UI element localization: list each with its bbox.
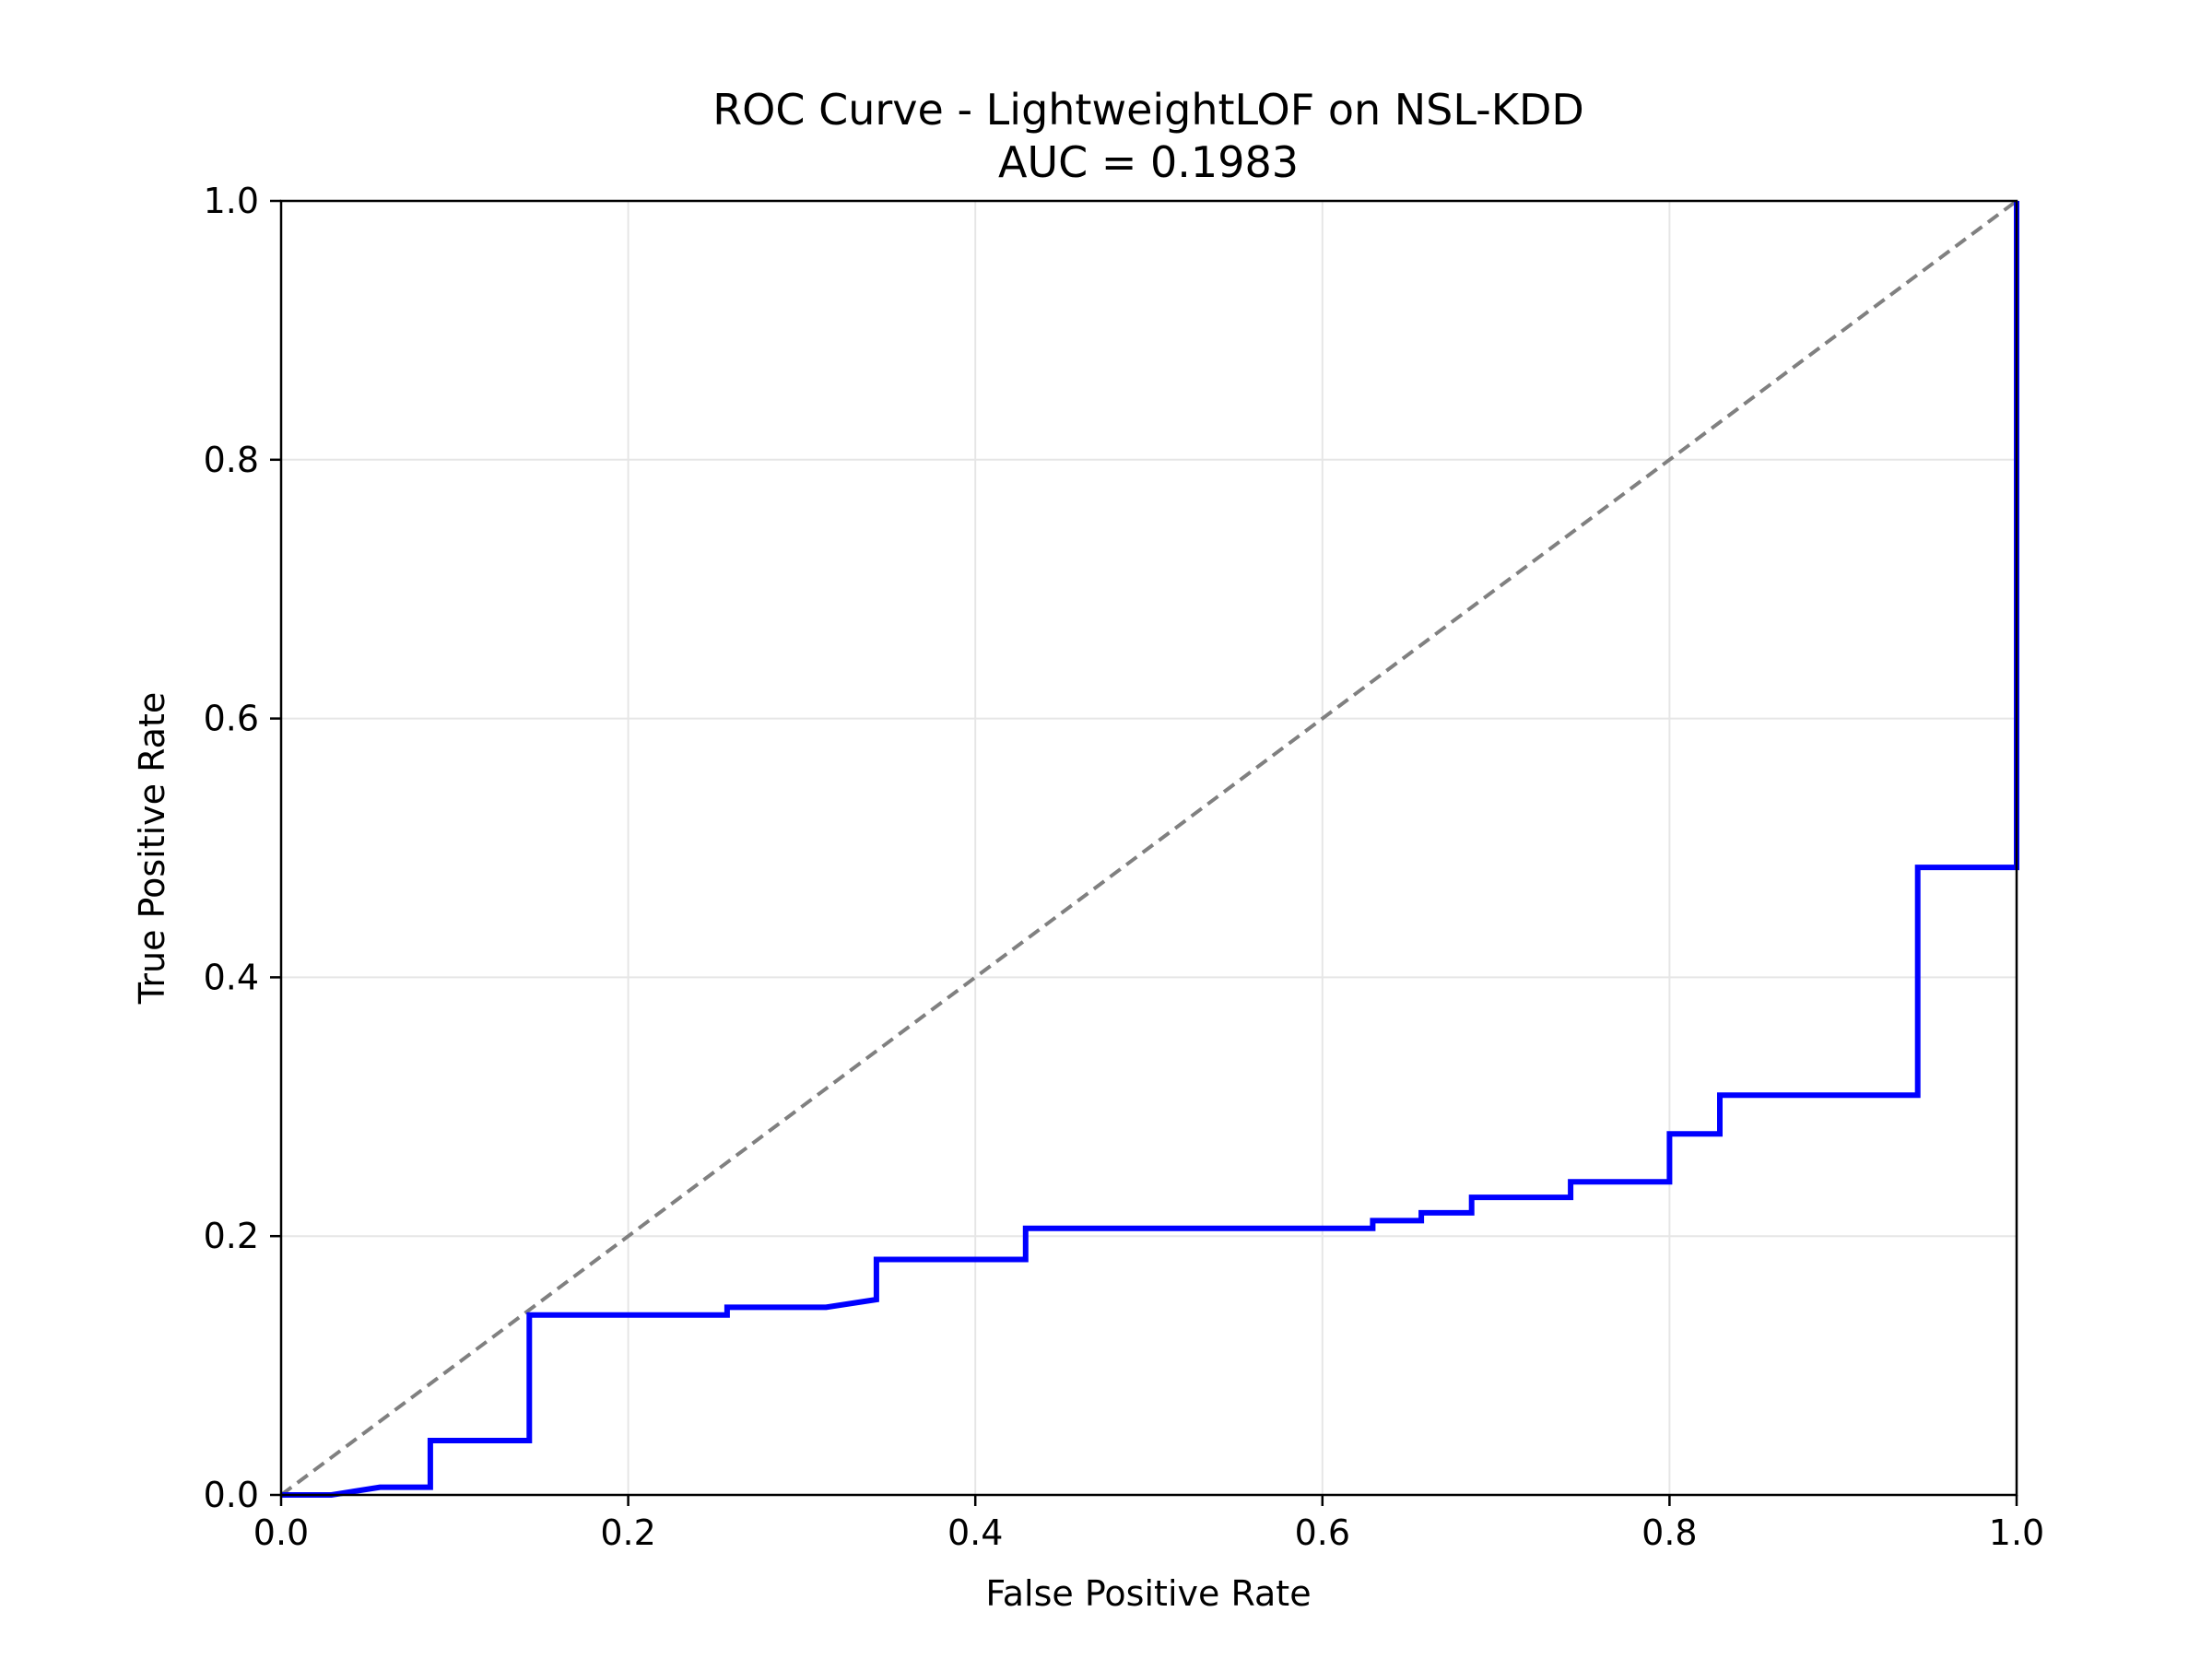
roc-curve-line (281, 201, 2019, 1498)
y-tick-label: 0.6 (204, 699, 259, 739)
x-tick-label: 0.0 (253, 1512, 309, 1553)
x-axis-label: False Positive Rate (985, 1573, 1311, 1614)
y-tick-label: 0.2 (204, 1216, 259, 1256)
x-tick-label: 1.0 (1989, 1512, 2044, 1553)
y-tick-label: 0.8 (204, 440, 259, 480)
tick-layer: 0.0 0.2 0.4 0.6 0.8 1.0 0.0 0.2 0.4 0.6 0.8 1.0 (204, 181, 2045, 1553)
y-axis-label: True Positive Rate (132, 692, 172, 1006)
x-tick-label: 0.2 (600, 1512, 655, 1553)
plot-frame (279, 199, 2018, 1497)
chart-subtitle: AUC = 0.1983 (998, 137, 1299, 187)
x-tick-label: 0.6 (1295, 1512, 1350, 1553)
series-layer (279, 199, 2019, 1498)
x-tick-label: 0.4 (947, 1512, 1003, 1553)
random-classifier-line (279, 199, 2018, 1497)
y-tick-label: 0.4 (204, 957, 259, 997)
x-tick-label: 0.8 (1641, 1512, 1697, 1553)
y-tick-label: 0.0 (204, 1475, 259, 1515)
y-tick-label: 1.0 (204, 181, 259, 221)
chart-title: ROC Curve - LightweightLOF on NSL-KDD (712, 85, 1584, 135)
